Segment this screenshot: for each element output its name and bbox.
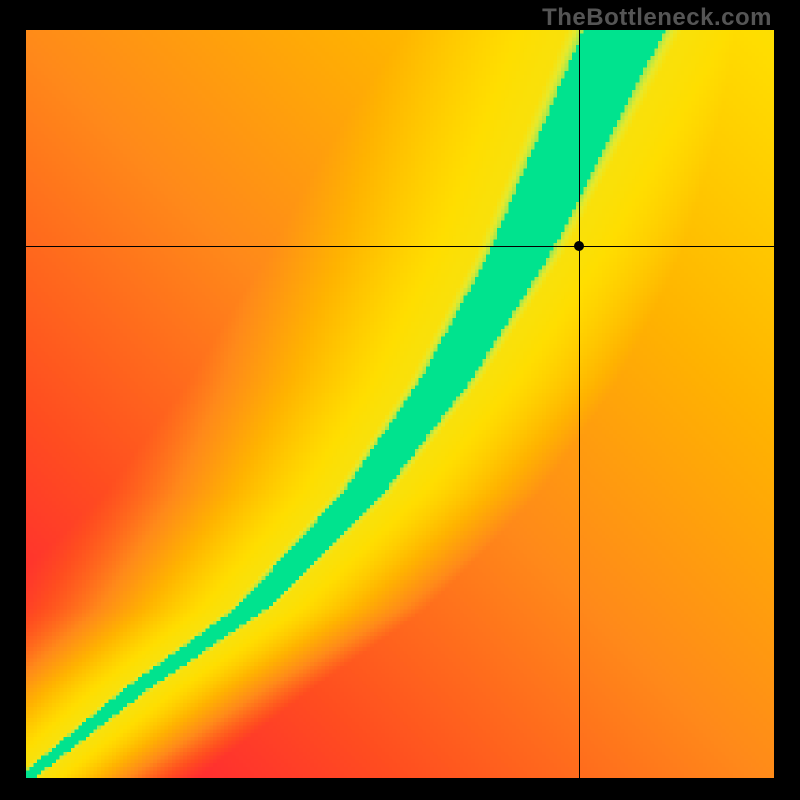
heatmap-canvas xyxy=(26,30,774,778)
chart-container: TheBottleneck.com xyxy=(0,0,800,800)
crosshair-vertical xyxy=(579,30,580,778)
crosshair-horizontal xyxy=(26,246,774,247)
watermark-text: TheBottleneck.com xyxy=(542,4,772,32)
